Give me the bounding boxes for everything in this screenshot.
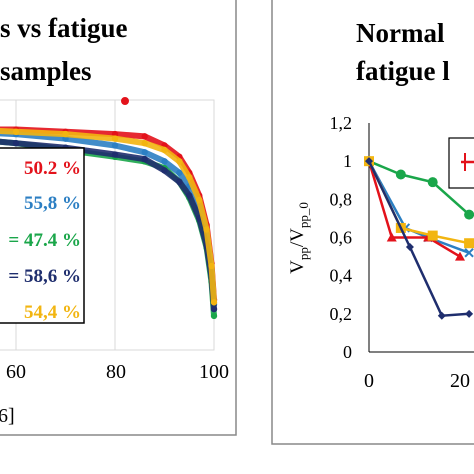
left-point-3-6 [161,167,168,174]
left-point-4-4 [111,135,119,142]
right-ytick-5: 1 [343,151,352,171]
right-marker-2-3 [455,251,465,261]
right-marker-4-0 [365,157,373,166]
left-point-1-7 [176,169,183,176]
right-marker-0-1 [395,169,406,180]
right-xtick-0: 0 [364,370,374,392]
left-xtick-60: 60 [6,361,26,383]
right-ytick-0: 0 [343,342,352,362]
right-series-line-0 [368,160,470,216]
right-series-group [364,156,474,320]
right-plot-area: Vpp/Vpp_0 00,20,40,60,811,2 0 20 [287,113,474,392]
right-xtick-20: 20 [450,370,470,392]
left-point-0-5 [141,133,148,140]
right-series-line-2 [367,160,461,258]
right-ytick-6: 1,2 [330,113,353,133]
left-plot-area: 50.2 % 55,8 % = 47.4 % = 58,6 % 54,4 % 6… [0,97,229,427]
left-title-line1: s vs fatigue [0,13,128,43]
left-point-3-5 [141,155,148,163]
left-point-3-2 [12,139,20,147]
left-point-3-4 [111,151,119,158]
right-marker-0-2 [427,177,438,188]
legend-entry-navy: = 58,6 % [8,266,81,287]
right-marker-1-3 [464,248,474,258]
right-marker-3-2 [427,230,438,241]
right-title-line2: fatigue l [356,56,450,86]
left-legend-box [0,147,85,324]
right-ytick-4: 0,8 [330,189,353,209]
left-point-3-7 [176,178,183,186]
right-yticks: 0 0,2 0,4 0,6 0,8 1 1,2 [330,113,353,362]
left-point-1-4 [111,142,119,149]
left-legend: 50.2 % 55,8 % = 47.4 % = 58,6 % 54,4 % [0,147,85,324]
right-marker-3-3 [464,238,474,249]
right-ytick-2: 0,4 [330,266,353,286]
left-point-4-7 [176,158,183,165]
left-point-4-2 [12,128,20,136]
left-title-line2: samples [0,56,92,86]
left-point-4-8 [186,174,193,181]
left-point-3-8 [186,192,193,199]
right-marker-4-1 [405,243,414,252]
left-point-1-6 [161,158,168,165]
legend-entry-green: = 47.4 % [8,230,81,251]
right-ytick-1: 0,2 [330,304,353,324]
right-marker-2-1 [386,232,397,242]
left-point-4-12 [210,299,218,306]
left-point-4-6 [161,146,168,154]
left-point-4-10 [203,226,210,233]
left-series-group [0,97,218,320]
right-series-line-4 [367,160,470,318]
left-point-1-5 [141,149,148,156]
left-point-4-5 [141,139,148,147]
left-point-4-9 [195,196,203,204]
right-marker-4-2 [437,311,446,320]
left-point-2-12 [210,312,218,320]
left-xlabel-fragment: 6] [0,405,15,427]
left-point-4-11 [208,262,215,270]
left-outlier-point [121,97,129,105]
right-marker-4-3 [465,309,474,318]
legend-entry-red: 50.2 % [24,158,81,179]
left-point-4-3 [62,130,69,138]
legend-entry-blue: 55,8 % [24,193,81,214]
right-marker-0-3 [464,209,474,220]
left-xtick-80: 80 [106,361,126,383]
left-xtick-100: 100 [199,361,229,383]
left-point-3-12 [210,305,218,313]
right-panel-frame [271,0,474,445]
legend-entry-yellow: 54,4 % [24,302,81,323]
right-title-line1: Normal [356,18,445,48]
right-ytick-3: 0,6 [330,228,353,248]
